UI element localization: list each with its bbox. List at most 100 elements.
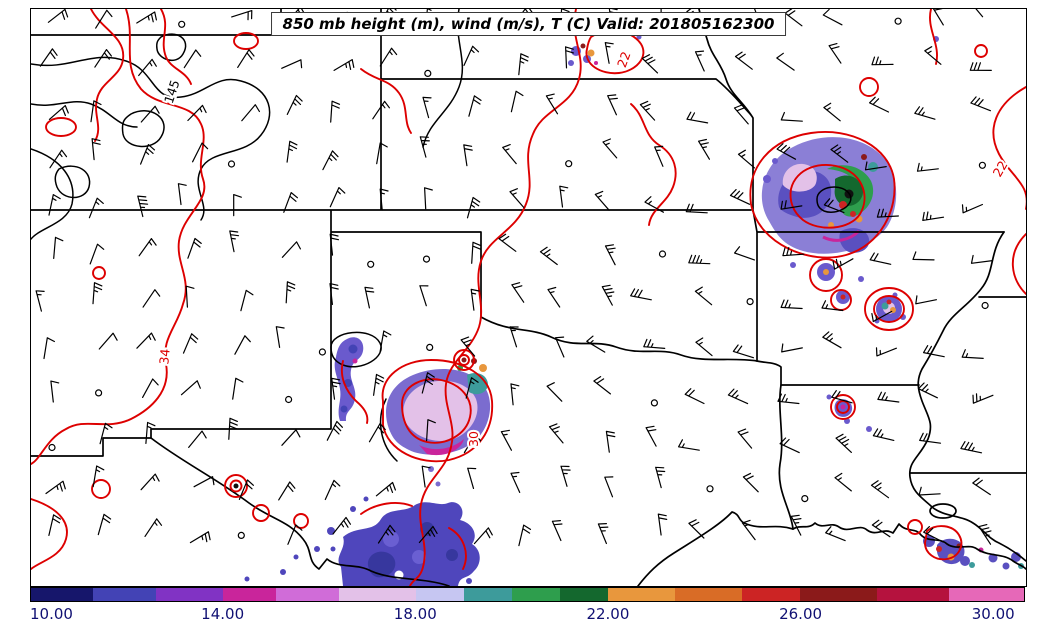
wind-barb xyxy=(460,336,476,357)
colorbar-segment xyxy=(559,588,608,601)
wind-barb xyxy=(285,281,296,304)
contour-label: 22 xyxy=(614,49,634,69)
colorbar-tick-labels: 10.00 14.00 18.00 22.00 26.00 30.00 xyxy=(30,605,1025,627)
wind-barb xyxy=(917,382,938,399)
wind-barb xyxy=(604,476,614,498)
wind-barb xyxy=(539,246,558,266)
wind-barb xyxy=(972,393,994,404)
wind-barb xyxy=(275,326,285,348)
calm-wind-symbol xyxy=(978,161,987,169)
wind-barb xyxy=(969,62,992,71)
wind-barb xyxy=(825,526,846,542)
colorbar-segment xyxy=(223,588,277,601)
wind-barb xyxy=(548,423,564,444)
calm-wind-symbol xyxy=(178,20,186,28)
wind-barb xyxy=(871,310,893,323)
wind-barb xyxy=(734,51,753,70)
colorbar-segment xyxy=(742,588,801,601)
wind-barb xyxy=(694,286,713,306)
wind-barb xyxy=(734,246,755,261)
contour-label: 145 xyxy=(161,78,183,105)
wind-barb xyxy=(831,390,853,404)
wind-barb xyxy=(780,299,803,310)
wind-barb xyxy=(419,285,429,307)
wind-barb xyxy=(140,144,156,165)
wind-barb xyxy=(48,514,61,536)
texas-east-border xyxy=(756,360,794,530)
wind-barb xyxy=(375,481,396,497)
wind-barb xyxy=(970,96,991,112)
colorbar-segment xyxy=(93,588,156,601)
wind-barb xyxy=(240,289,254,312)
wind-barb xyxy=(185,285,195,308)
wind-barb xyxy=(877,391,900,403)
wind-barb xyxy=(518,53,529,76)
wind-barb xyxy=(498,233,517,252)
rio-grande xyxy=(150,437,450,586)
wind-barb xyxy=(278,481,296,501)
wind-barb xyxy=(241,104,260,122)
wind-barb xyxy=(238,479,254,500)
wind-barb xyxy=(604,42,614,64)
calm-wind-symbol xyxy=(227,160,236,168)
wind-barb xyxy=(324,479,341,501)
wind-barb xyxy=(922,211,945,221)
weather-map: 145 22 22 34 30 xyxy=(31,9,1026,586)
wind-barb xyxy=(655,466,666,489)
wind-barb xyxy=(644,196,664,213)
wind-barb xyxy=(45,480,66,495)
wind-barb xyxy=(283,192,298,213)
wind-barb xyxy=(92,282,103,305)
wind-barb xyxy=(137,195,149,218)
wind-barb xyxy=(180,380,201,396)
wind-barb xyxy=(547,286,561,308)
wind-barb xyxy=(978,524,992,545)
wind-barb xyxy=(782,247,805,257)
wind-barb xyxy=(876,208,899,218)
wind-barb xyxy=(932,9,944,26)
wind-barb xyxy=(510,471,521,493)
wind-barb xyxy=(281,59,303,69)
wind-barb xyxy=(188,430,207,448)
wind-barb xyxy=(551,520,563,542)
wind-barb xyxy=(780,111,803,122)
plot-title: 850 mb height (m), wind (m/s), T (C) Val… xyxy=(270,12,787,36)
calm-wind-symbol xyxy=(94,389,103,397)
wind-barb xyxy=(39,48,58,67)
colorbar-segment xyxy=(338,588,416,601)
wind-barb xyxy=(835,433,852,453)
wind-barb xyxy=(281,429,301,446)
wind-barb xyxy=(597,523,609,545)
wind-barb xyxy=(565,46,574,69)
calm-wind-symbol xyxy=(894,17,902,25)
wind-barb xyxy=(870,480,890,499)
wind-barb xyxy=(136,11,157,24)
calm-wind-symbol xyxy=(318,348,326,356)
wind-barb xyxy=(834,472,852,492)
wind-barb xyxy=(657,513,668,536)
wind-barb xyxy=(510,383,520,406)
wind-barb xyxy=(468,95,482,117)
map-panel: 145 22 22 34 30 850 mb height (m), wind (m/s… xyxy=(30,8,1027,587)
wind-barb xyxy=(502,144,517,165)
wind-barb xyxy=(379,188,389,211)
wind-barb xyxy=(177,183,187,206)
wind-barb xyxy=(98,332,118,350)
wind-barb xyxy=(192,142,209,163)
wind-barb xyxy=(832,258,854,270)
wind-barb xyxy=(232,377,244,400)
wind-barb xyxy=(500,429,512,451)
precip-shading-layer xyxy=(233,27,1024,586)
wind-barb xyxy=(923,526,943,543)
wind-barb xyxy=(823,102,841,122)
wind-barb xyxy=(329,187,346,208)
wind-barb xyxy=(776,143,797,160)
precip-cell-gulf-coast xyxy=(923,535,1024,570)
wind-barb xyxy=(97,513,112,536)
wind-barb xyxy=(322,150,339,171)
colorbar-segment xyxy=(155,588,224,601)
wind-barb xyxy=(90,100,102,123)
wind-barb xyxy=(830,144,849,163)
wind-barb xyxy=(145,421,156,444)
